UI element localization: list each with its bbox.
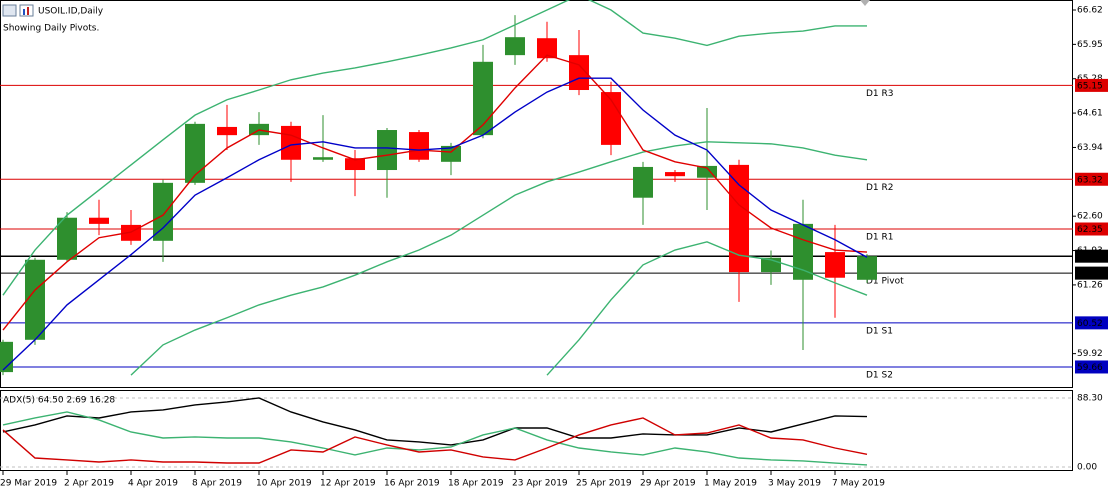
- indicator-line: [2, 54, 868, 331]
- indicator-line: [2, 0, 867, 296]
- candle-body: [505, 37, 525, 56]
- candle-body: [281, 125, 301, 160]
- price-tag: [1075, 266, 1108, 280]
- candle-body: [793, 223, 813, 280]
- x-tick-label: 1 May 2019: [704, 479, 757, 489]
- candle-body: [25, 259, 45, 340]
- window-icon: [19, 4, 34, 17]
- pivot-label: D1 Pivot: [866, 277, 904, 287]
- y-tick-label: 66.62: [1077, 6, 1103, 16]
- y-tick-label: 64.61: [1077, 109, 1103, 119]
- x-tick-label: 23 Apr 2019: [512, 479, 568, 489]
- x-tick-label: 12 Apr 2019: [320, 479, 376, 489]
- x-tick-label: 29 Mar 2019: [0, 479, 57, 489]
- price-tag: [1075, 78, 1108, 92]
- candle-body: [665, 172, 685, 177]
- candle-body: [153, 182, 173, 241]
- candle-body: [57, 217, 77, 260]
- price-tag: [1075, 249, 1108, 263]
- candle-body: [377, 130, 397, 171]
- candle-body: [409, 132, 429, 160]
- y-tick-label: 59.92: [1077, 349, 1103, 359]
- candle-body: [441, 145, 461, 162]
- indicator-line: [546, 241, 868, 376]
- price-tag-label: 59.66: [1077, 363, 1103, 373]
- price-tag-label: 60.52: [1077, 319, 1103, 329]
- window-icon: [2, 4, 17, 17]
- indicator-line: [2, 411, 868, 466]
- y-tick-label: 61.26: [1077, 280, 1103, 290]
- price-tag-label: 65.15: [1077, 81, 1103, 91]
- pivot-label: D1 R3: [866, 89, 894, 99]
- x-tick-label: 29 Apr 2019: [640, 479, 696, 489]
- y-tick-label: 65.95: [1077, 40, 1103, 50]
- x-tick-label: 25 Apr 2019: [576, 479, 632, 489]
- indicator-panel: [0, 390, 1073, 471]
- y-tick-label: 63.94: [1077, 143, 1103, 153]
- series-layer: [2, 397, 868, 466]
- y-tick-label: 88.30: [1077, 393, 1103, 403]
- price-tag: [1075, 316, 1108, 330]
- indicator-line: [2, 77, 868, 371]
- x-tick-label: 16 Apr 2019: [384, 479, 440, 489]
- pivot-label: D1 R1: [866, 233, 894, 243]
- pivot-label: D1 R2: [866, 183, 894, 193]
- indicator-line: [130, 141, 868, 376]
- x-tick-label: 18 Apr 2019: [448, 479, 504, 489]
- y-tick-label: 62.60: [1077, 212, 1103, 222]
- window-icon: [23, 9, 25, 15]
- y-tick-label: 0.00: [1077, 462, 1097, 472]
- candle-body: [217, 126, 237, 136]
- candle-body: [825, 252, 845, 278]
- indicator-title: ADX(5) 64.50 2.69 16.28: [3, 396, 115, 406]
- x-tick-label: 4 Apr 2019: [128, 479, 178, 489]
- indicator-line: [2, 417, 868, 464]
- candle-body: [313, 157, 333, 160]
- candle-body: [601, 92, 621, 145]
- series-layer: [2, 0, 868, 376]
- pivot-label: D1 S2: [866, 370, 893, 380]
- candle-body: [697, 165, 717, 178]
- x-tick-label: 10 Apr 2019: [256, 479, 312, 489]
- window-icon: [27, 7, 29, 15]
- chart-title: USOIL.ID,Daily: [38, 7, 104, 17]
- price-tag: [1075, 222, 1108, 236]
- candle-body: [537, 38, 557, 59]
- candle-body: [185, 123, 205, 183]
- price-tag-label: 62.35: [1077, 225, 1103, 235]
- x-tick-label: 2 Apr 2019: [64, 479, 114, 489]
- chart-subtitle: Showing Daily Pivots.: [3, 24, 99, 34]
- candle-body: [345, 158, 365, 171]
- price-tag-label: 61.82: [1077, 252, 1103, 262]
- indicator-line: [2, 397, 868, 446]
- shift-marker: [860, 0, 870, 6]
- candle-body: [633, 166, 653, 198]
- candle-body: [857, 256, 877, 280]
- candle-body: [89, 217, 109, 224]
- x-tick-label: 3 May 2019: [768, 479, 821, 489]
- price-tag: [1075, 172, 1108, 186]
- price-tag-label: 61.49: [1077, 269, 1103, 279]
- x-tick-label: 8 Apr 2019: [192, 479, 242, 489]
- candle-body: [473, 61, 493, 136]
- pivot-label: D1 S1: [866, 326, 893, 336]
- price-tag: [1075, 360, 1108, 374]
- price-tag-label: 63.32: [1077, 175, 1103, 185]
- header: USOIL.ID,Daily Showing Daily Pivots. ADX…: [2, 0, 870, 406]
- candle-body: [729, 164, 749, 273]
- x-tick-label: 7 May 2019: [832, 479, 885, 489]
